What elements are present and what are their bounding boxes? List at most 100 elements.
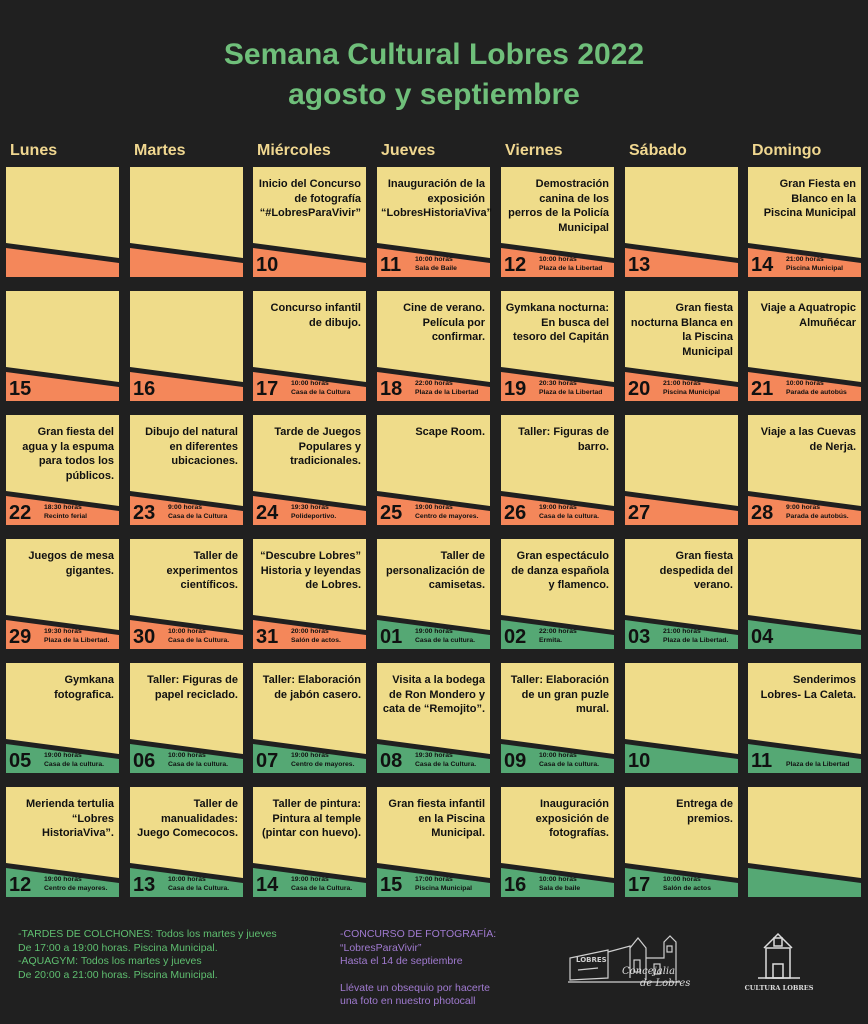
event-info: 10:00 horas Sala de baile xyxy=(539,876,580,893)
event-place: Piscina Municipal xyxy=(786,264,844,272)
event-text: Viaje a las Cuevas de Nerja. xyxy=(760,426,856,453)
day-number: 24 xyxy=(256,502,279,524)
day-number: 22 xyxy=(9,502,32,524)
event-text: Taller de manualidades: Juego Comecocos. xyxy=(137,798,238,839)
concejalia-logo: LOBRES Concejalia de Lobres xyxy=(568,935,690,989)
day-cell: Inauguración de la exposición “LobresHis… xyxy=(377,167,493,277)
day-cell: Concurso infantil de dibujo. 17 10:00 hora… xyxy=(253,291,366,401)
day-cell: Gran espectáculo de danza española y fla… xyxy=(501,539,614,649)
event-time: 10:00 horas xyxy=(168,876,206,883)
event-info: 19:00 horas Casa de la Cultura. xyxy=(291,876,352,893)
event-text: Taller de personalización de camisetas. xyxy=(385,550,485,591)
day-number: 29 xyxy=(9,626,32,648)
event-text: Viaje a Aquatropic Almuñécar xyxy=(760,302,856,329)
event-place: Casa de la Cultura xyxy=(291,388,351,396)
note-line: Hasta el 14 de septiembre xyxy=(340,955,463,967)
day-cell: Taller: Figuras de papel reciclado. 06 10:… xyxy=(130,663,243,773)
event-info: 10:00 horas Parada de autobús xyxy=(786,380,847,397)
day-number: 01 xyxy=(380,626,403,648)
event-text: Taller de pintura: Pintura al temple (pi… xyxy=(262,798,361,839)
event-place: Parada de autobús. xyxy=(786,512,849,520)
event-place: Casa de la cultura. xyxy=(539,512,600,520)
event-text: Juegos de mesa gigantes. xyxy=(28,550,114,577)
page-subtitle: agosto y septiembre xyxy=(288,78,580,111)
event-text: Gran espectáculo de danza española y fla… xyxy=(511,550,609,591)
event-text: Senderimos Lobres- La Caleta. xyxy=(760,674,856,701)
day-number: 14 xyxy=(751,254,774,276)
day-number: 21 xyxy=(751,378,774,400)
event-info: 19:30 horas Polideportivo. xyxy=(291,504,336,521)
event-place: Casa de la Cultura. xyxy=(168,884,230,892)
day-number: 09 xyxy=(504,750,527,772)
event-place: Plaza de la Libertad xyxy=(539,264,603,272)
event-info: 21:00 horas Piscina Municipal xyxy=(663,380,720,397)
event-time: 10:00 horas xyxy=(539,256,577,263)
day-cell: Gran fiesta nocturna Blanca en la Piscin… xyxy=(625,291,738,401)
day-cell xyxy=(748,787,861,897)
event-info: 21:00 horas Plaza de la Libertad. xyxy=(663,628,728,645)
day-cell: Cine de verano. Película por confirmar. 1… xyxy=(377,291,490,401)
event-place: Plaza de la Libertad xyxy=(539,388,603,396)
day-number: 20 xyxy=(628,378,651,400)
note-line: -TARDES DE COLCHONES: Todos los martes y… xyxy=(18,928,277,940)
event-text: Visita a la bodega de Ron Mondero y cata… xyxy=(382,674,485,715)
event-time: 10:00 horas xyxy=(663,876,701,883)
note-line: De 17:00 a 19:00 horas. Piscina Municipa… xyxy=(18,941,218,954)
day-number: 30 xyxy=(133,626,156,648)
day-cell: Taller: Figuras de barro. 26 19:00 horas Ca… xyxy=(501,415,614,525)
event-time: 21:00 horas xyxy=(786,256,824,263)
event-time: 10:00 horas xyxy=(291,380,329,387)
event-info: 19:30 horas Plaza de la Libertad. xyxy=(44,628,109,645)
event-time: 17:00 horas xyxy=(415,876,453,883)
day-cell: Taller: Elaboración de jabón casero. 07 19… xyxy=(253,663,366,773)
day-number: 16 xyxy=(133,378,156,400)
event-time: 19:00 horas xyxy=(291,752,329,759)
event-info: 10:00 horas Casa de la cultura. xyxy=(539,752,599,769)
day-number: 16 xyxy=(504,874,527,896)
event-info: 19:00 horas Centro de mayores. xyxy=(44,876,107,893)
event-info: 10:00 horas Casa de la Cultura. xyxy=(168,628,229,645)
day-number: 31 xyxy=(256,626,279,648)
note-line: “LobresParaVivir” xyxy=(340,941,422,954)
day-number: 02 xyxy=(504,626,527,648)
event-place: Centro de mayores. xyxy=(415,512,479,520)
event-time: 19:30 horas xyxy=(44,628,82,635)
day-cell: Inauguración exposición de fotografías. 1… xyxy=(501,787,614,897)
event-text: Taller: Elaboración de un gran puzle mur… xyxy=(510,674,609,715)
day-number: 10 xyxy=(256,254,279,276)
event-info: 19:30 horas Casa de la Cultura. xyxy=(415,752,476,769)
event-text: Entrega de premios. xyxy=(676,798,733,825)
day-cell: 04 xyxy=(748,539,861,649)
day-number: 27 xyxy=(628,502,651,524)
event-text: Merienda tertulia “Lobres HistoriaViva”. xyxy=(25,798,114,839)
event-info: 22:00 horas Plaza de la Libertad xyxy=(415,380,478,397)
day-number: 04 xyxy=(751,626,774,648)
event-info: 10:00 horas Casa de la cultura. xyxy=(168,752,228,769)
day-cell: Senderimos Lobres- La Caleta. 11 Plaza de … xyxy=(748,663,861,773)
day-number: 11 xyxy=(380,254,402,276)
day-number: 15 xyxy=(380,874,403,896)
day-cell: 10 xyxy=(625,663,738,773)
event-info: 21:00 horas Piscina Municipal xyxy=(786,256,843,273)
day-number: 08 xyxy=(380,750,403,772)
event-info: 22:00 horas Ermita. xyxy=(539,628,577,645)
event-time: 19:30 horas xyxy=(291,504,329,511)
day-number: 07 xyxy=(256,750,279,772)
day-cell: Demostración canina de los perros de la … xyxy=(501,167,614,277)
event-text: Gran fiesta nocturna Blanca en la Piscin… xyxy=(630,302,733,358)
event-info: 9:00 horas Casa de la Cultura xyxy=(168,504,227,521)
event-time: 19:00 horas xyxy=(415,504,453,511)
event-time: 19:00 horas xyxy=(415,628,453,635)
day-cell: Taller de personalización de camisetas. 0… xyxy=(377,539,490,649)
day-number: 26 xyxy=(504,502,527,524)
event-text: Gran fiesta infantil en la Piscina Munic… xyxy=(388,798,485,839)
day-number: 03 xyxy=(628,626,651,648)
day-number: 17 xyxy=(628,874,651,896)
event-text: Dibujo del natural en diferentes ubicaci… xyxy=(145,426,238,467)
event-place: Parada de autobús xyxy=(786,388,847,396)
day-number: 17 xyxy=(256,378,279,400)
event-info: 10:00 horas Salón de actos xyxy=(663,876,711,893)
svg-text:LOBRES: LOBRES xyxy=(576,956,607,964)
event-text: Inauguración de la exposición “LobresHis… xyxy=(381,178,493,219)
event-place: Salón de actos xyxy=(663,884,711,892)
